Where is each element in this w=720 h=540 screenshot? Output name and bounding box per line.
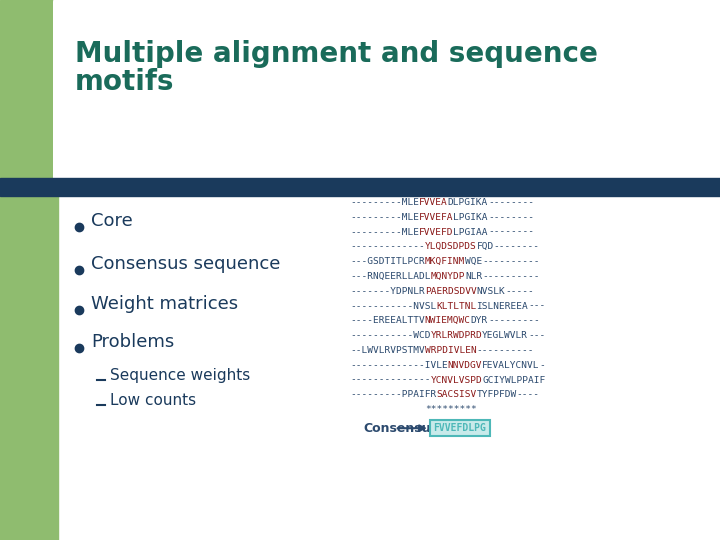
Text: -------YDPNLR: -------YDPNLR <box>350 287 425 296</box>
Text: ---------MLE: ---------MLE <box>350 198 419 207</box>
Text: LPGIKA: LPGIKA <box>454 213 488 222</box>
Text: FQD: FQD <box>477 242 494 252</box>
Text: FEVALYCNVL: FEVALYCNVL <box>482 361 540 370</box>
Text: ---------PPAIFR: ---------PPAIFR <box>350 390 436 400</box>
Text: YEGLWVLR: YEGLWVLR <box>482 331 528 340</box>
Text: --------: -------- <box>488 198 534 207</box>
Text: Consensus: Consensus <box>363 422 438 435</box>
Text: ---------: --------- <box>488 316 540 326</box>
Text: WQE: WQE <box>465 257 482 266</box>
Text: YRLRWDPRD: YRLRWDPRD <box>431 331 482 340</box>
Text: --LWVLRVPSTMV: --LWVLRVPSTMV <box>350 346 425 355</box>
Text: ---------MLE: ---------MLE <box>350 213 419 222</box>
Text: GCIYWLPPAIF: GCIYWLPPAIF <box>482 376 546 384</box>
Text: -: - <box>540 361 546 370</box>
Text: MKQFINM: MKQFINM <box>425 257 465 266</box>
Text: ----EREEALTTV: ----EREEALTTV <box>350 316 425 326</box>
FancyBboxPatch shape <box>53 0 711 185</box>
Text: FVVEA: FVVEA <box>419 198 448 207</box>
Text: ---: --- <box>528 331 546 340</box>
Text: Core: Core <box>91 212 132 230</box>
Text: motifs: motifs <box>75 68 174 96</box>
Text: FVVEFA: FVVEFA <box>419 213 454 222</box>
Text: ---: --- <box>528 302 546 310</box>
Text: --------: -------- <box>488 227 534 237</box>
Text: ---RNQEERLLADL: ---RNQEERLLADL <box>350 272 431 281</box>
Text: YCNVLVSPD: YCNVLVSPD <box>431 376 482 384</box>
Text: PAERDSDVV: PAERDSDVV <box>425 287 477 296</box>
Text: Consensus sequence: Consensus sequence <box>91 255 280 273</box>
Text: ----: ---- <box>517 390 540 400</box>
Text: YLQDSDPDS: YLQDSDPDS <box>425 242 477 252</box>
Text: NWIEMQWC: NWIEMQWC <box>425 316 471 326</box>
Text: NLR: NLR <box>465 272 482 281</box>
Text: ---------MLE: ---------MLE <box>350 227 419 237</box>
Text: LPGIAA: LPGIAA <box>454 227 488 237</box>
Text: ----------: ---------- <box>477 346 534 355</box>
Text: ----------: ---------- <box>482 272 540 281</box>
Text: Multiple alignment and sequence: Multiple alignment and sequence <box>75 40 598 68</box>
Text: --------: -------- <box>494 242 540 252</box>
Text: *********: ********* <box>425 405 477 414</box>
Text: -------------: ------------- <box>350 242 425 252</box>
Text: ---GSDTITLPCR: ---GSDTITLPCR <box>350 257 425 266</box>
Text: -----------NVSL: -----------NVSL <box>350 302 436 310</box>
Text: Sequence weights: Sequence weights <box>110 368 251 383</box>
Text: FVVEFD: FVVEFD <box>419 227 454 237</box>
Text: TYFPFDW: TYFPFDW <box>477 390 517 400</box>
Text: FVVEFDLPG: FVVEFDLPG <box>433 423 486 433</box>
Bar <box>0 178 720 196</box>
Text: WRPDIVLEN: WRPDIVLEN <box>425 346 477 355</box>
Text: -----: ----- <box>505 287 534 296</box>
Text: --------------: -------------- <box>350 376 431 384</box>
FancyBboxPatch shape <box>430 420 490 436</box>
Text: KLTLTNL: KLTLTNL <box>436 302 477 310</box>
Text: --------: -------- <box>488 213 534 222</box>
Text: ----------: ---------- <box>482 257 540 266</box>
Text: DLPGIKA: DLPGIKA <box>448 198 488 207</box>
Text: NNVDGV: NNVDGV <box>448 361 482 370</box>
Text: ISLNEREEA: ISLNEREEA <box>477 302 528 310</box>
Text: -----------WCD: -----------WCD <box>350 331 431 340</box>
Text: NVSLK: NVSLK <box>477 287 505 296</box>
Text: SACSISV: SACSISV <box>436 390 477 400</box>
Text: DYR: DYR <box>471 316 488 326</box>
Text: Low counts: Low counts <box>110 393 196 408</box>
Text: Problems: Problems <box>91 333 174 351</box>
Text: MQNYDP: MQNYDP <box>431 272 465 281</box>
Text: Weight matrices: Weight matrices <box>91 295 238 313</box>
Text: -------------IVLE: -------------IVLE <box>350 361 448 370</box>
Bar <box>0 0 58 540</box>
